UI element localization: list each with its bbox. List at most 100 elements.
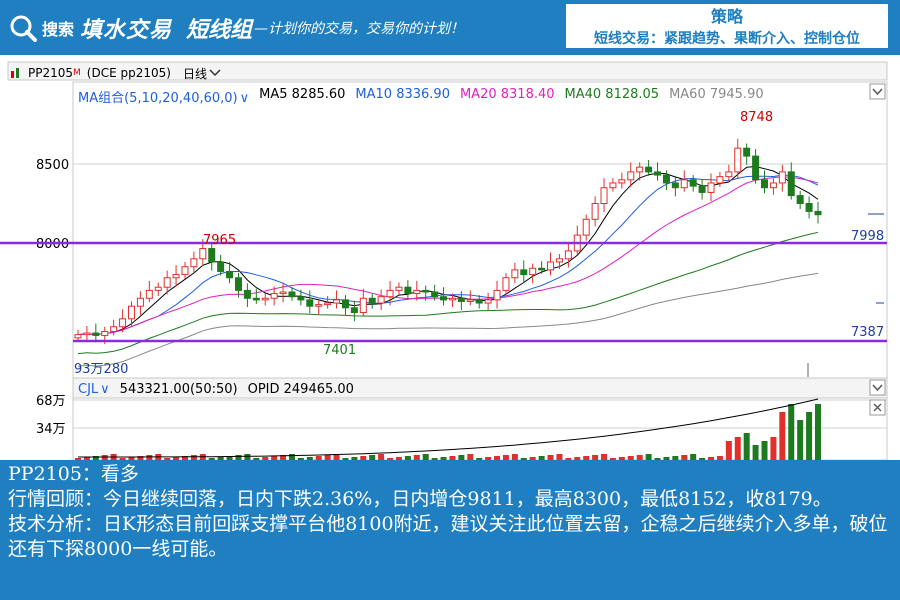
volume-bar [315,456,322,460]
volume-bar [734,437,741,460]
volume-bar [190,455,197,460]
candle-body [769,182,777,189]
volume-bar [244,454,251,460]
ma20-value: MA20 8318.40 [459,87,555,102]
volume-bar [92,456,99,460]
brand-name: 填水交易 [80,18,173,43]
ma10-line [77,174,819,336]
candle-body [270,293,278,299]
candle-body [796,195,804,205]
volume-bar [119,458,126,460]
volume-bar [494,456,501,460]
brand-search-label: 搜索 [42,20,75,39]
candle-body [74,334,82,339]
price-label-8500: 8500 [36,158,69,173]
candle-body [555,258,563,263]
volume-bar [574,457,581,460]
candle-body [190,258,198,268]
candle-body [680,179,688,189]
candle-body [627,171,635,181]
ma-combo-selector[interactable]: MA组合(5,10,20,40,60,0) ∨ [78,91,250,106]
volume-bar [485,457,492,460]
mid-high-label: 7965 [203,233,236,248]
volume-bar [333,454,340,460]
symbol-label[interactable]: PP2105 [28,66,74,80]
ma10-value: MA10 8336.90 [355,87,450,102]
settings-dropdown-icon[interactable] [869,83,886,100]
candle-body [324,302,332,306]
volume-bar [681,455,688,460]
analysis-panel: PP2105：看多 行情回顾：今日继续回落，日内下跌2.36%，日内增仓9811… [0,460,900,600]
candle-body [288,291,296,298]
candle-body [315,304,323,307]
period-selector[interactable]: 日线 [182,66,207,81]
volume-bar [404,456,411,460]
strategy-box: 策略 短线交易：紧跟趋势、果断介入、控制仓位 [564,2,890,50]
chart-toolbar: PP2105 M (DCE pp2105) 日线 [10,64,221,82]
candle-body [261,297,269,301]
volume-bar [458,455,465,460]
volume-bar [262,457,269,460]
close-icon[interactable] [869,399,886,416]
strategy-text: 短线交易：紧跟趋势、果断介入、控制仓位 [594,31,860,47]
volume-bar [511,454,518,460]
brand-area: 搜索 填水交易 短线组 —计划你的交易，交易你的计划！ [8,8,464,48]
market-review: 行情回顾：今日继续回落，日内下跌2.36%，日内增仓9811，最高8300，最低… [8,488,832,510]
volume-bar [146,455,153,460]
candle-body [154,286,162,291]
candle-body [448,297,456,301]
chevron-down-icon[interactable] [209,68,221,78]
volume-bar [663,457,670,460]
ma40-line [77,231,819,355]
candle-body [297,296,305,301]
volume-bar [725,441,732,460]
candle-body [805,203,813,212]
ma5-value: MA5 8285.60 [259,87,346,102]
volume-bar [297,458,304,460]
candle-body [110,326,118,332]
volume-bar [690,454,697,460]
volume-dropdown-icon[interactable] [869,379,886,396]
volume-bar [601,454,608,460]
candle-body [127,305,135,320]
volume-bar [449,456,456,460]
volume-bar [422,454,429,460]
kline-chart[interactable]: 8500 8000 68万 34万 8748 7965 7401 7998 73… [0,55,900,460]
cjl-legend-strip [72,377,888,399]
resistance-label: 7998 [851,229,884,244]
chart-type-icon[interactable] [10,67,24,79]
volume-bar [342,458,349,460]
volume-bar [253,458,260,460]
technical-analysis: 技术分析：日K形态目前回踩支撑平台他8100附近，建议关注此位置去留，企稳之后继… [8,513,888,560]
candle-body [226,270,234,279]
volume-bar [672,456,679,460]
volume-bar [529,457,536,460]
volume-bar [431,458,438,460]
candle-body [101,330,109,336]
volume-bar [716,456,723,460]
candle-body [689,179,697,187]
candle-body [582,218,590,236]
volume-bar [520,458,527,460]
candle-body [778,171,786,184]
volume-bar [565,458,572,460]
left-low-label: 93万280 [74,362,128,377]
volume-bar [137,456,144,460]
volume-bar [280,455,287,460]
volume-bar [547,455,554,460]
volume-bar [779,412,786,460]
volume-bar [369,455,376,460]
volume-bar [271,456,278,460]
support-label: 7387 [851,325,884,340]
candle-body [341,299,349,309]
volume-bar [413,455,420,460]
ma40-value: MA40 8128.05 [564,87,660,102]
volume-bar [592,455,599,460]
candle-body [217,261,225,272]
candle-body [484,299,492,304]
cjl-selector[interactable]: CJL ∨ [78,382,110,397]
candle-body [725,171,733,178]
candle-body [511,269,519,279]
candle-body [440,296,448,301]
volume-bar [351,457,358,460]
